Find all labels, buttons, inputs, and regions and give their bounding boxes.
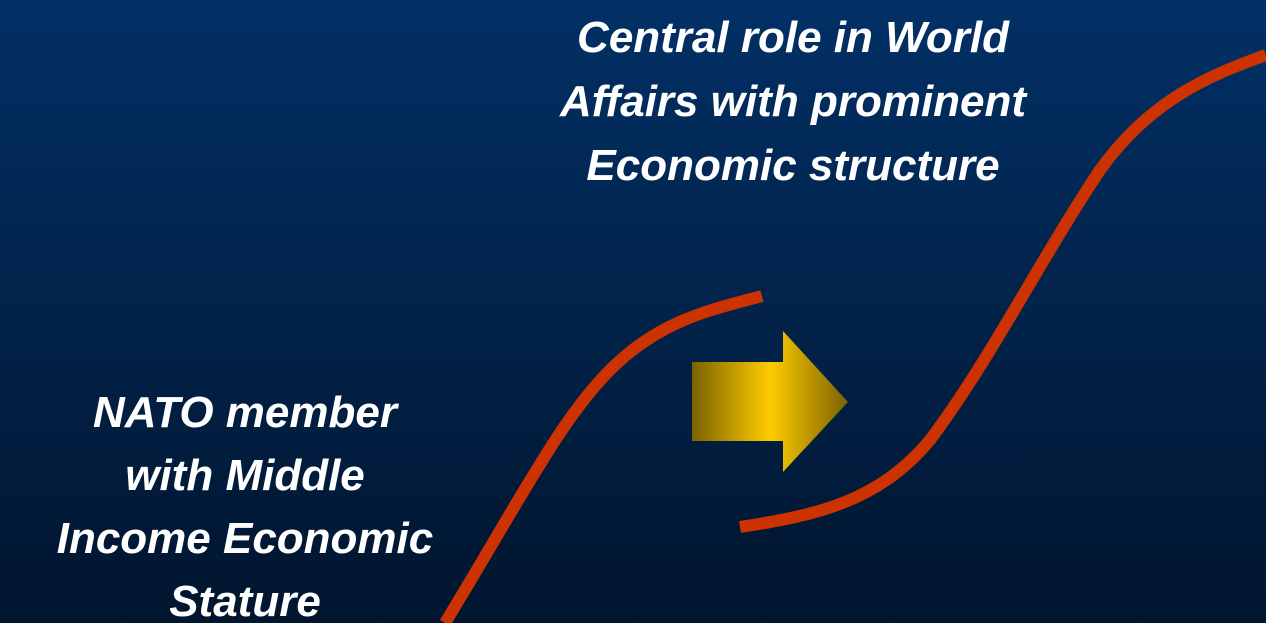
bottom-text: NATO member with Middle Income Economic Sta… <box>57 388 434 623</box>
text-line: Central role in World <box>577 13 1010 62</box>
arrow <box>692 331 848 472</box>
text-line: Economic structure <box>586 141 999 190</box>
text-line: Affairs with prominent <box>559 77 1028 126</box>
curve-left <box>439 290 764 623</box>
top-text: Central role in World Affairs with promin… <box>559 13 1028 190</box>
text-line: Income Economic <box>57 514 434 563</box>
text-line: with Middle <box>125 451 365 500</box>
text-line: Stature <box>169 577 321 623</box>
curve-right <box>739 49 1266 533</box>
text-line: NATO member <box>93 388 400 437</box>
